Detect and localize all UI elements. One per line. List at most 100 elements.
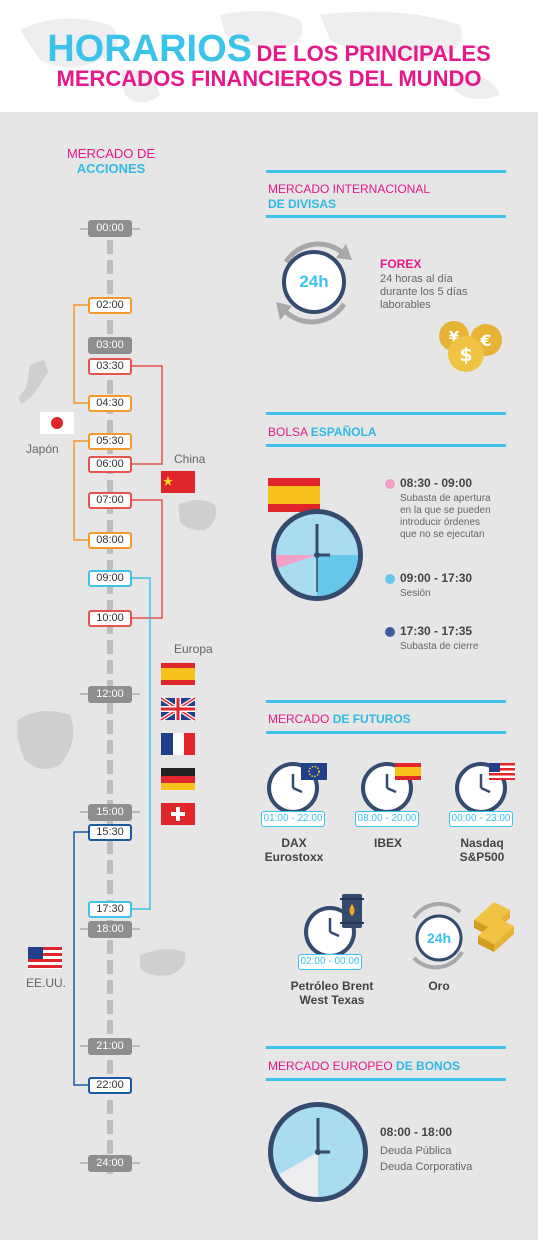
bolsa-desc-1-line1: Subasta de apertura [400, 493, 491, 504]
petroleo-label-line1: Petróleo Brent [290, 979, 374, 993]
time-0000: 00:00 [88, 220, 132, 237]
forex-desc-line3: laborables [380, 299, 431, 311]
china-flag-icon [161, 471, 195, 493]
title-rest: DE LOS PRINCIPALES [256, 41, 491, 66]
bolsa-bottom-line [266, 444, 506, 447]
uk-flag-icon [159, 696, 197, 722]
bonos-top-line [266, 1046, 506, 1049]
forex-desc-line2: durante los 5 días [380, 286, 468, 298]
futuros-top-line [266, 700, 506, 703]
coins-icon: ¥ € $ [439, 321, 502, 372]
world-map-background [20, 11, 500, 103]
bolsa-dot-2 [385, 574, 395, 584]
time-0330: 03:30 [88, 358, 132, 375]
japan-map-icon [18, 360, 48, 404]
bolsa-title-b: ESPAÑOLA [310, 425, 377, 439]
time-0200: 02:00 [88, 297, 132, 314]
futuros-bottom-line [266, 731, 506, 734]
china-brackets [132, 365, 163, 619]
time-0430: 04:30 [88, 395, 132, 412]
spain-flag-icon [161, 663, 195, 685]
forex-name: FOREX [380, 257, 422, 271]
divisas-heading: MERCADO INTERNACIONAL DE DIVISAS [268, 182, 430, 212]
usa-map-icon [140, 949, 186, 976]
bolsa-dot-1 [385, 479, 395, 489]
time-0900: 09:00 [88, 570, 132, 587]
ibex-clock-icon [361, 762, 421, 814]
region-europa: Europa [174, 642, 213, 656]
us-bracket [73, 831, 88, 1086]
region-japon: Japón [26, 442, 59, 456]
bolsa-range-1: 08:30 - 09:00 [400, 476, 473, 490]
bolsa-desc-1-line3: introducir órdenes [400, 517, 481, 528]
bolsa-desc-1-line4: que no se ejecutan [400, 529, 485, 540]
gold-bars-icon [474, 902, 514, 952]
time-1500: 15:00 [88, 804, 132, 821]
bonos-desc-line2: Deuda Corporativa [380, 1161, 473, 1173]
bonos-title-b: DE BONOS [396, 1059, 461, 1073]
time-1200: 12:00 [88, 686, 132, 703]
nasdaq-label: Nasdaq S&P500 [446, 836, 518, 864]
futuros-heading: MERCADO DE FUTUROS [268, 712, 411, 726]
spain-clock-icon [268, 478, 363, 601]
bolsa-heading: BOLSA ESPAÑOLA [268, 425, 377, 439]
nasdaq-label-line2: S&P500 [459, 850, 505, 864]
france-flag-icon [161, 733, 195, 755]
nasdaq-label-line1: Nasdaq [460, 836, 504, 850]
time-2400: 24:00 [88, 1155, 132, 1172]
svg-text:¥: ¥ [449, 328, 460, 346]
time-1000: 10:00 [88, 610, 132, 627]
divisas-title-b: DE DIVISAS [268, 197, 337, 211]
bolsa-top-line [266, 412, 506, 415]
dax-time-tag: 01:00 - 22:00 [261, 811, 325, 827]
forex-clock-label: 24h [299, 272, 329, 291]
nasdaq-time-tag: 00:00 - 23:00 [449, 811, 513, 827]
oro-24h-clock-icon [412, 901, 464, 970]
bolsa-range-2: 09:00 - 17:30 [400, 571, 473, 585]
time-2200: 22:00 [88, 1077, 132, 1094]
petroleo-label: Petróleo Brent West Texas [290, 979, 374, 1007]
time-1800: 18:00 [88, 921, 132, 938]
bolsa-desc-3: Subasta de cierre [400, 641, 479, 652]
acciones-label-bottom: ACCIONES [76, 161, 146, 176]
time-0600: 06:00 [88, 456, 132, 473]
futuros-title-b: DE FUTUROS [332, 712, 411, 726]
bolsa-desc-1: Subasta de apertura en la que se pueden … [400, 493, 535, 541]
dax-label-line2: Eurostoxx [264, 850, 324, 864]
switzerland-flag-icon [161, 803, 195, 825]
time-1530: 15:30 [88, 824, 132, 841]
region-china: China [174, 452, 206, 466]
bonos-desc: Deuda Pública Deuda Corporativa [380, 1143, 472, 1175]
bolsa-dot-3 [385, 627, 395, 637]
petroleo-label-line2: West Texas [299, 993, 365, 1007]
divisas-title-a: MERCADO INTERNACIONAL [268, 182, 431, 196]
forex-24h-clock-icon [276, 241, 352, 325]
bonos-clock-icon [268, 1102, 368, 1202]
bonos-title-a: MERCADO EUROPEO [268, 1059, 393, 1073]
forex-desc-line1: 24 horas al día [380, 273, 453, 285]
acciones-label-top: MERCADO DE [66, 146, 156, 161]
bonos-heading: MERCADO EUROPEO DE BONOS [268, 1059, 460, 1073]
time-0530: 05:30 [88, 433, 132, 450]
nasdaq-clock-icon [455, 762, 515, 814]
title-highlight: HORARIOS [47, 28, 253, 70]
acciones-heading: MERCADO DE ACCIONES [56, 146, 166, 176]
futuros-title-a: MERCADO [268, 712, 330, 726]
bonos-desc-line1: Deuda Pública [380, 1145, 452, 1157]
petroleo-time-tag: 02:00 - 00:00 [298, 954, 362, 970]
bolsa-title-a: BOLSA [268, 425, 308, 439]
time-1730: 17:30 [88, 901, 132, 918]
region-eeuu: EE.UU. [26, 976, 67, 990]
usa-flag-icon [28, 947, 62, 969]
divisas-bottom-line [266, 215, 506, 218]
page-title: HORARIOS DE LOS PRINCIPALES [0, 28, 538, 71]
divisas-top-line [266, 170, 506, 173]
bolsa-item-1: 08:30 - 09:00 Subasta de apertura en la … [385, 476, 535, 541]
dax-clock-icon [267, 762, 327, 814]
europe-map-icon [17, 711, 74, 769]
oro-clock-label: 24h [426, 930, 452, 946]
bolsa-item-2: 09:00 - 17:30 Sesión [385, 571, 535, 600]
